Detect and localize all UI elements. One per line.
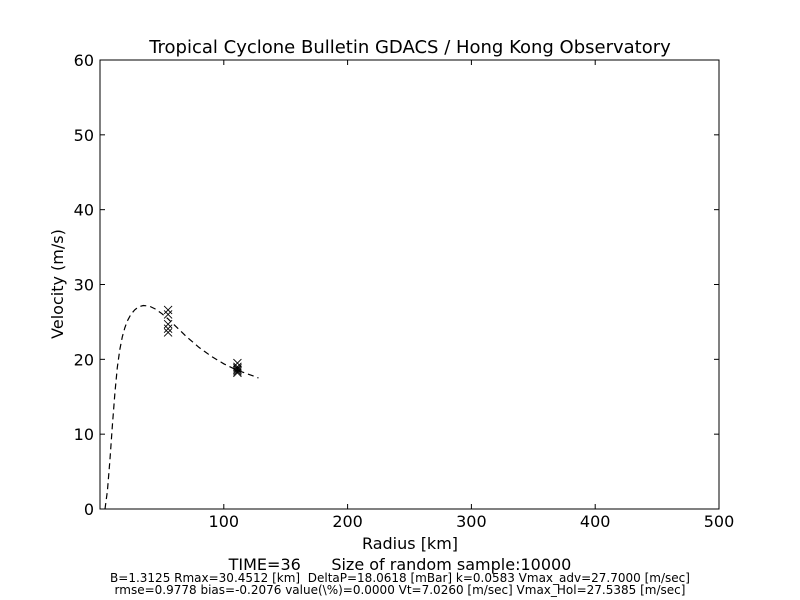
- observation-x-marker: [163, 328, 173, 337]
- observation-x-marker: [163, 305, 173, 315]
- y-tick-label: 0: [84, 500, 94, 519]
- x-tick-label: 100: [209, 512, 240, 531]
- y-tick-label: 20: [74, 350, 94, 369]
- footer-line-2: B=1.3125 Rmax=30.4512 [km] DeltaP=18.061…: [110, 571, 690, 585]
- observation-x-marker: [233, 363, 242, 373]
- observation-x-marker: [163, 310, 173, 319]
- y-tick-label: 60: [74, 51, 94, 70]
- chart-title: Tropical Cyclone Bulletin GDACS / Hong K…: [148, 37, 671, 58]
- plot-area: [104, 304, 259, 510]
- observation-x-marker: [233, 365, 242, 375]
- y-axis-label: Velocity (m/s): [48, 229, 67, 339]
- y-tick-label: 10: [74, 425, 94, 444]
- y-tick-label: 40: [74, 201, 94, 220]
- x-tick-label: 300: [456, 512, 487, 531]
- axes: 100 200 300 400 500 0 10 20 30 40 50 60: [74, 51, 735, 531]
- observation-x-marker: [233, 368, 242, 378]
- x-axis-label: Radius [km]: [362, 534, 458, 553]
- x-tick-label: 200: [332, 512, 363, 531]
- y-tick-label: 50: [74, 126, 94, 145]
- plot-frame: [99, 59, 720, 510]
- holland-wind-profile-line: [104, 304, 259, 510]
- x-tick-label: 400: [580, 512, 611, 531]
- observation-x-marker: [233, 362, 242, 372]
- x-tick-label: 500: [704, 512, 735, 531]
- observation-x-marker: [163, 324, 173, 333]
- observation-x-marker: [163, 319, 173, 329]
- footer-line-3: rmse=0.9778 bias=-0.2076 value(\%)=0.000…: [115, 583, 686, 597]
- y-tick-label: 30: [74, 276, 94, 295]
- footer-line-1: TIME=36 Size of random sample:10000: [228, 555, 572, 574]
- observation-x-marker: [233, 366, 242, 376]
